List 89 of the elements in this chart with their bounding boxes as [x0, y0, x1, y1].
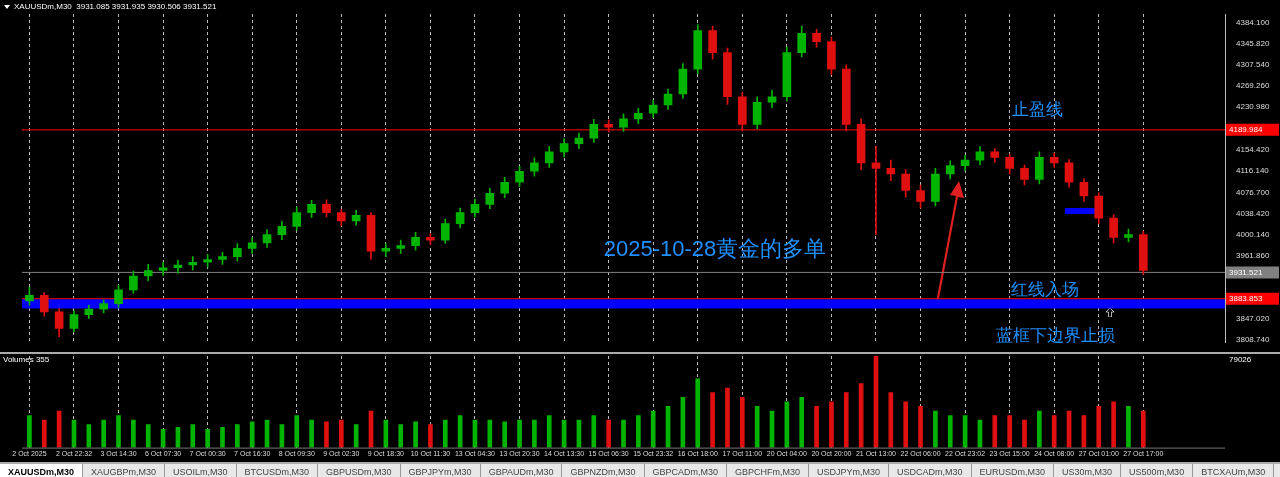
bar: [41, 419, 47, 448]
text: XAUGBPm,M30: [83, 464, 166, 477]
bar: [1051, 415, 1057, 448]
text: GBPCHFm,M30: [727, 464, 810, 477]
bar: [725, 387, 730, 448]
candlestick: [396, 239, 406, 254]
y-tick-label: 4269.260: [1236, 81, 1270, 91]
text: 79026: [1229, 355, 1252, 365]
bar: [27, 415, 32, 448]
y-tick-label: 4076.700: [1236, 187, 1270, 197]
bar: [1037, 410, 1042, 448]
annotation: 止盈线: [1011, 99, 1063, 119]
ref-line-label: 4189.984: [1229, 125, 1263, 135]
text: USOILm,M30: [165, 464, 237, 477]
bar: [398, 424, 404, 448]
bar: [829, 401, 834, 448]
text: BTCXAUm,M30: [1193, 464, 1275, 477]
y-tick-label: 4154.420: [1236, 144, 1270, 154]
bar: [1140, 410, 1146, 448]
y-tick-label: 3961.860: [1236, 250, 1270, 260]
text: GBPUSDm,M30: [318, 464, 401, 477]
bar: [799, 396, 805, 448]
bar: [1022, 419, 1027, 448]
bar: [235, 424, 240, 448]
y-tick-label: 4116.140: [1236, 165, 1270, 175]
bar: [116, 415, 121, 448]
annotation: 蓝框下边界止损: [995, 325, 1115, 345]
text: GBPAUDm,M30: [480, 464, 563, 477]
bar: [606, 419, 611, 448]
y-tick-label: 4000.140: [1236, 229, 1270, 239]
ref-line-label: 3883.853: [1229, 293, 1263, 303]
bar: [903, 401, 909, 448]
bar: [992, 415, 998, 448]
y-tick-label: 4230.980: [1236, 102, 1270, 112]
text: GBPCADm,M30: [644, 464, 728, 477]
bar: [591, 415, 597, 448]
bar: [814, 406, 819, 448]
bar: [309, 419, 314, 448]
y-tick-label: 4038.420: [1236, 208, 1270, 218]
annotation: 红线入场: [1011, 279, 1079, 299]
bar: [442, 419, 448, 448]
y-tick-label: 4384.100: [1236, 17, 1270, 27]
text: US500m,M30: [1121, 464, 1194, 477]
text: USDCADm,M30: [889, 464, 972, 477]
chart-title: XAUUSDm,M30 3931.085 3931.935 3930.506 3931.521: [14, 2, 217, 12]
bar: [249, 421, 255, 448]
bar: [338, 419, 344, 448]
bar: [324, 421, 329, 448]
bar: [695, 378, 701, 448]
bar: [739, 396, 745, 448]
bar: [205, 428, 210, 448]
bar: [1007, 415, 1012, 448]
annotation: 2025-10-28黄金的多单: [603, 236, 827, 262]
bar: [650, 410, 656, 448]
bar: [517, 419, 522, 448]
text: GBPJPYm,M30: [400, 464, 481, 477]
text: XAUUSDm,M30: [0, 464, 84, 477]
bar: [933, 410, 938, 448]
bar: [131, 419, 136, 448]
bar: [636, 415, 641, 448]
bar: [294, 415, 300, 448]
chart-title: Volumes 355: [3, 355, 50, 365]
bar: [101, 419, 107, 448]
bar: [947, 415, 953, 448]
bar: [546, 415, 552, 448]
text: BTCUSDm,M30: [236, 464, 319, 477]
bar: [413, 421, 418, 448]
bar: [1126, 406, 1131, 448]
bar: [1096, 406, 1102, 448]
y-tick-label: 3847.020: [1236, 314, 1270, 324]
bar: [843, 392, 849, 448]
bar: [145, 424, 151, 448]
y-tick-label: 3808.740: [1236, 335, 1270, 345]
bar: [428, 424, 433, 448]
text: US30m,M30: [1054, 464, 1122, 477]
y-tick-label: 4307.540: [1236, 60, 1270, 70]
bar: [918, 406, 923, 448]
bar: [710, 392, 715, 448]
bar: [220, 427, 225, 448]
bar: [190, 424, 196, 448]
text: EURUSDm,M30: [971, 464, 1055, 477]
text: USDJPYm,M30: [809, 464, 890, 477]
bar: [1111, 401, 1116, 448]
bar: [532, 419, 537, 448]
bar: [621, 419, 626, 448]
bar: [502, 421, 508, 448]
y-tick-label: 4345.820: [1236, 39, 1270, 49]
text: GBPNZDm,M30: [562, 464, 645, 477]
ref-line-label: 3931.521: [1229, 267, 1263, 277]
